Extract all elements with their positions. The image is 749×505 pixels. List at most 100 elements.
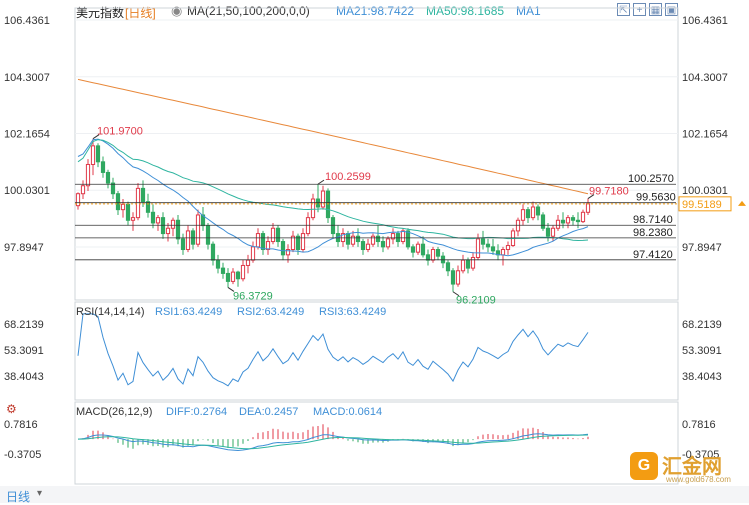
bottom-bar: 日线 ▾ xyxy=(0,486,749,504)
candle-body xyxy=(405,230,411,248)
candle-body xyxy=(420,243,426,256)
candle-body xyxy=(435,249,441,257)
candle-body xyxy=(110,182,116,195)
candle-body xyxy=(165,227,171,235)
watermark-url: www.gold678.com xyxy=(666,475,731,484)
candle-body xyxy=(210,243,216,261)
rsi-axis-right-label: 38.4043 xyxy=(682,371,722,383)
rsi-axis-right-label: 53.3091 xyxy=(682,345,722,357)
candle-body xyxy=(250,246,256,261)
candle-body xyxy=(95,145,101,163)
candle-body xyxy=(500,249,506,256)
candle-body xyxy=(390,233,396,240)
candle-body xyxy=(275,227,281,243)
eye-icon[interactable]: ◉ xyxy=(171,3,183,18)
candle-body xyxy=(555,219,561,229)
level-label: 99.5630 xyxy=(636,192,676,204)
candle-body xyxy=(320,190,326,208)
candle-body xyxy=(540,214,546,229)
annotation-arrow xyxy=(452,291,460,297)
candle-body xyxy=(90,145,96,165)
macd-axis-left-label: -0.3705 xyxy=(4,449,41,461)
candle-body xyxy=(485,243,491,248)
watermark-brand: 汇金网 xyxy=(662,456,722,478)
rsi-line xyxy=(77,313,589,387)
macd-dea-value: DEA:0.2457 xyxy=(239,406,299,418)
annotation-arrow xyxy=(587,194,595,199)
price-axis-right-label: 104.3007 xyxy=(682,72,728,84)
candle-body xyxy=(345,233,351,245)
candle-body xyxy=(265,241,271,251)
candle-body xyxy=(360,241,366,251)
macd-header: ⚙ MACD(26,12,9) DIFF:0.2764 DEA:0.2457 M… xyxy=(0,402,749,420)
price-axis-right-label: 106.4361 xyxy=(682,15,728,27)
candle-body xyxy=(550,227,556,237)
candle-body xyxy=(470,256,476,269)
rsi3-value: RSI3:63.4249 xyxy=(319,306,387,318)
settings-small-icon[interactable]: ⚙ xyxy=(6,402,17,416)
candle-body xyxy=(205,225,211,245)
candle-body xyxy=(520,209,526,221)
rsi-axis-right-label: 68.2139 xyxy=(682,319,722,331)
candle-body xyxy=(585,203,591,213)
candle-body xyxy=(385,238,391,248)
candle-body xyxy=(230,271,236,282)
price-axis-right-label: 97.8947 xyxy=(682,242,722,254)
macd-macd-value: MACD:0.0614 xyxy=(313,406,383,418)
macd-diff-line xyxy=(77,433,589,452)
candle-body xyxy=(185,230,191,251)
watermark: G 汇金网 www.gold678.com xyxy=(628,448,746,488)
low-annotation: 96.2109 xyxy=(456,295,496,307)
candle-body xyxy=(355,235,361,243)
price-axis-right-label: 102.1654 xyxy=(682,129,728,141)
rsi-label: RSI(14,14,14) xyxy=(76,306,145,318)
candle-body xyxy=(150,211,156,224)
symbol-name: 美元指数 xyxy=(76,6,125,20)
candle-body xyxy=(580,211,586,223)
macd-label: MACD(26,12,9) xyxy=(76,406,153,418)
candle-body xyxy=(120,203,126,211)
candle-body xyxy=(300,233,306,251)
annotation-arrow xyxy=(227,287,235,292)
candle-body xyxy=(270,227,276,243)
fullscreen-icon[interactable]: ⇱ xyxy=(617,3,630,16)
candle-body xyxy=(130,217,136,221)
candle-body xyxy=(325,190,331,219)
macd-dea-line xyxy=(78,434,589,450)
crosshair-icon[interactable]: + xyxy=(633,3,646,16)
candle-body xyxy=(75,193,81,207)
candle-body xyxy=(430,249,436,261)
level-label: 98.2380 xyxy=(633,227,673,239)
candle-body xyxy=(525,209,531,219)
candle-body xyxy=(195,214,201,245)
annotation-arrow xyxy=(92,134,100,140)
candle-body xyxy=(415,243,421,253)
level-label: 100.2570 xyxy=(628,173,674,185)
period-dropdown-icon[interactable]: ▾ xyxy=(37,488,43,499)
candle-body xyxy=(380,241,386,248)
candle-body xyxy=(460,259,466,272)
candle-body xyxy=(425,254,431,261)
period-button[interactable]: 日线 xyxy=(6,490,31,504)
candle-body xyxy=(365,243,371,251)
annotation-arrow xyxy=(317,179,325,185)
candle-body xyxy=(255,233,261,248)
period-label[interactable]: [日线] xyxy=(125,6,156,20)
candle-body xyxy=(490,246,496,252)
candle-body xyxy=(505,245,511,251)
rsi-axis-left-label: 38.4043 xyxy=(4,371,44,383)
candle-body xyxy=(240,264,246,280)
candle-body xyxy=(530,206,536,219)
grid-icon[interactable]: ▦ xyxy=(649,3,662,16)
candle-body xyxy=(535,206,541,216)
price-axis-left-label: 104.3007 xyxy=(4,72,50,84)
candle-body xyxy=(295,235,301,251)
candle-body xyxy=(445,262,451,272)
low-annotation: 96.3729 xyxy=(233,290,273,302)
price-axis-left-label: 102.1654 xyxy=(4,129,50,141)
price-axis-right-label: 100.0301 xyxy=(682,185,728,197)
candle-body xyxy=(280,241,286,256)
rsi-axis-left-label: 68.2139 xyxy=(4,319,44,331)
candle-body xyxy=(245,259,251,266)
high-annotation: 99.7180 xyxy=(589,186,629,198)
